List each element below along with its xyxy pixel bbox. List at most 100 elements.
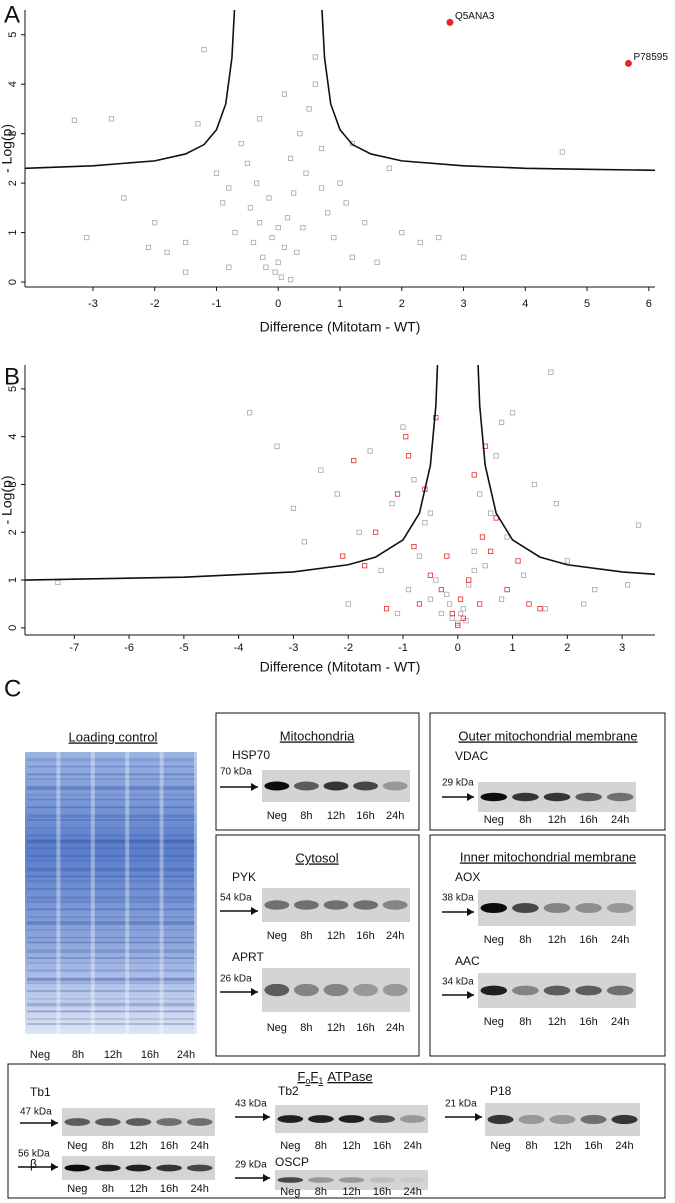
y-tick-label: 5: [7, 32, 19, 38]
gel-band: [27, 1002, 195, 1007]
point: [334, 491, 340, 497]
panel-label: C: [4, 675, 21, 702]
y-tick-label: 2: [7, 529, 19, 535]
y-tick-label: 0: [7, 625, 19, 631]
protein-name: VDAC: [455, 749, 489, 763]
point: [152, 220, 158, 226]
lane-label: 16h: [579, 1016, 597, 1028]
point: [493, 453, 499, 459]
blot-band: [277, 1177, 304, 1183]
blot-band: [543, 902, 571, 914]
lane-label: 16h: [356, 930, 374, 942]
lane-label: Neg: [280, 1186, 300, 1198]
gel-band: [27, 875, 195, 878]
lane-label: 8h: [315, 1186, 327, 1198]
point: [254, 180, 260, 186]
point: [531, 481, 538, 488]
gel-band: [27, 900, 195, 903]
point: [374, 259, 380, 265]
lane-label: Neg: [67, 1183, 87, 1195]
lane-label: Neg: [490, 1140, 510, 1152]
gel-lane-gap: [194, 752, 198, 1034]
point: [263, 264, 269, 270]
title-part: 1: [318, 1076, 323, 1086]
gel-band: [27, 921, 195, 925]
gel-band: [27, 908, 195, 911]
blot-band: [353, 983, 379, 997]
blot-band: [95, 1118, 121, 1126]
lane-label: Neg: [280, 1140, 300, 1152]
gel-band: [27, 814, 195, 818]
gel-band: [27, 929, 195, 931]
point: [337, 180, 343, 186]
gel-lane-gap: [56, 752, 61, 1034]
point: [427, 510, 433, 516]
point: [108, 116, 115, 122]
gel-band: [27, 1018, 195, 1020]
protein-name: AOX: [455, 870, 480, 884]
protein-name: Tb2: [278, 1084, 299, 1098]
protein-name: β: [30, 1157, 37, 1171]
y-tick-label: 2: [7, 180, 19, 186]
point: [247, 410, 253, 416]
arrow-head: [263, 1174, 270, 1182]
blot-band: [125, 1164, 152, 1172]
point: [499, 419, 505, 425]
point: [294, 249, 300, 255]
point: [444, 591, 450, 597]
point: [351, 457, 357, 464]
size-marker: 21 kDa: [445, 1099, 477, 1110]
threshold-curve: [25, 10, 655, 172]
point: [581, 601, 587, 607]
lane-label: 8h: [300, 1022, 312, 1034]
point: [182, 269, 189, 275]
x-axis-label: Difference (Mitotam - WT): [260, 319, 421, 335]
lane-label: 8h: [300, 810, 312, 822]
x-tick-label: -4: [234, 642, 244, 654]
point: [449, 615, 455, 621]
blot-band: [64, 1164, 91, 1172]
point: [383, 606, 390, 612]
lane-label: 24h: [386, 1022, 404, 1034]
point: [460, 615, 466, 621]
size-marker: 54 kDa: [220, 893, 252, 904]
point: [281, 91, 288, 97]
blot-band: [518, 1114, 545, 1125]
panel-label: B: [4, 363, 20, 390]
size-marker: 47 kDa: [20, 1107, 52, 1118]
arrow-head: [251, 783, 258, 791]
point: [226, 185, 232, 191]
gel-band: [27, 798, 195, 801]
x-tick-label: 2: [399, 298, 405, 310]
point: [460, 606, 466, 612]
point: [460, 254, 467, 260]
y-tick-label: 0: [7, 279, 19, 285]
gel-band: [27, 949, 195, 953]
blot-band: [264, 983, 290, 997]
y-tick-label: 5: [7, 386, 19, 392]
gel-band: [27, 806, 195, 809]
blot-band: [64, 1118, 91, 1126]
lane-label: 12h: [129, 1183, 147, 1195]
x-tick-label: 4: [522, 298, 528, 310]
plot: [25, 365, 655, 629]
lane-label: 8h: [102, 1140, 114, 1152]
gel-band: [27, 819, 195, 821]
gel-band: [27, 765, 195, 768]
blot-band: [543, 985, 571, 996]
point: [318, 145, 325, 152]
point: [275, 259, 281, 265]
point: [455, 622, 461, 629]
point: [84, 234, 90, 241]
title-part: ATPase: [327, 1069, 372, 1084]
point: [301, 539, 307, 545]
arrow-head: [475, 1113, 482, 1121]
box-title: Mitochondria: [280, 728, 355, 743]
gel-band: [27, 969, 195, 972]
lane-label: 12h: [548, 934, 566, 946]
lane-label: 12h: [129, 1140, 147, 1152]
blot-band: [125, 1118, 152, 1126]
point: [213, 170, 220, 176]
point: [303, 170, 309, 176]
x-tick-label: -2: [343, 642, 353, 654]
